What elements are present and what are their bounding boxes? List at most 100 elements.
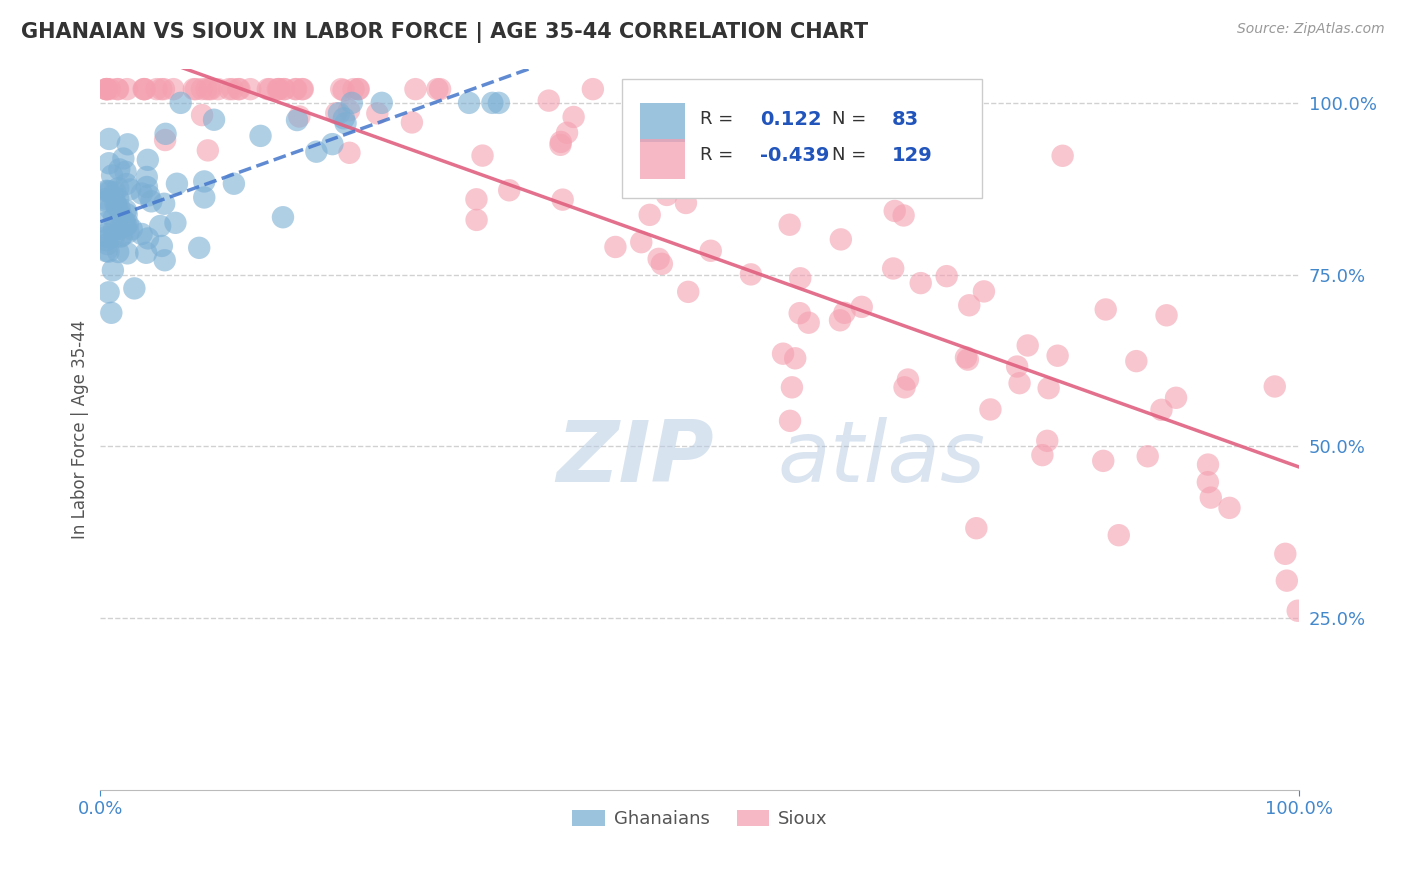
Point [273, 82, 295, 96]
Point [458, 95, 481, 110]
Point [973, 285, 995, 299]
Point [935, 269, 957, 284]
Point [184, 82, 207, 96]
Point [779, 414, 801, 428]
Point [131, 227, 153, 241]
Point [218, 82, 240, 96]
Point [631, 140, 654, 154]
Point [828, 313, 851, 327]
Point [162, 82, 184, 96]
Point [197, 144, 219, 158]
Point [772, 347, 794, 361]
Point [273, 82, 295, 96]
Point [339, 145, 361, 160]
Point [96, 82, 118, 96]
Point [101, 263, 124, 277]
Point [780, 380, 803, 394]
Point [153, 133, 176, 147]
Point [779, 218, 801, 232]
Point [188, 241, 211, 255]
Text: R =: R = [700, 110, 733, 128]
Point [785, 351, 807, 366]
Point [104, 195, 127, 210]
Point [96, 230, 118, 244]
Point [695, 159, 717, 173]
Point [1031, 448, 1053, 462]
Point [135, 245, 157, 260]
Point [120, 182, 142, 196]
Point [249, 128, 271, 143]
Point [634, 164, 657, 178]
Point [1197, 475, 1219, 490]
Point [1052, 149, 1074, 163]
Point [1038, 381, 1060, 395]
Point [465, 213, 488, 227]
Bar [640, 139, 685, 178]
FancyBboxPatch shape [621, 79, 981, 198]
Point [200, 82, 222, 96]
Point [115, 219, 138, 233]
Point [97, 285, 120, 300]
Point [1197, 458, 1219, 472]
Point [104, 185, 127, 199]
Point [1156, 308, 1178, 322]
Point [117, 137, 139, 152]
Point [207, 82, 229, 96]
Point [96, 184, 118, 198]
Point [103, 223, 125, 237]
Text: 83: 83 [891, 110, 918, 128]
Point [1046, 349, 1069, 363]
Point [797, 316, 820, 330]
Point [789, 306, 811, 320]
Point [228, 82, 250, 96]
Point [221, 82, 243, 96]
Point [136, 231, 159, 245]
Point [114, 165, 136, 179]
Point [191, 108, 214, 122]
Point [371, 95, 394, 110]
Point [550, 137, 572, 152]
Text: Source: ZipAtlas.com: Source: ZipAtlas.com [1237, 22, 1385, 37]
Point [96, 237, 118, 252]
Point [135, 180, 157, 194]
Point [150, 239, 173, 253]
Point [1274, 547, 1296, 561]
Point [605, 240, 627, 254]
Y-axis label: In Labor Force | Age 35-44: In Labor Force | Age 35-44 [72, 319, 89, 539]
Point [153, 82, 176, 96]
Point [100, 306, 122, 320]
Point [124, 281, 146, 295]
Point [183, 82, 205, 96]
Point [101, 169, 124, 183]
Point [647, 252, 669, 266]
Point [134, 82, 156, 96]
Point [291, 82, 314, 96]
Point [1218, 500, 1240, 515]
Point [98, 132, 121, 146]
Point [893, 209, 915, 223]
Point [481, 95, 503, 110]
Point [115, 207, 138, 221]
Point [1008, 376, 1031, 391]
Text: atlas: atlas [778, 417, 986, 500]
Point [834, 306, 856, 320]
Point [166, 177, 188, 191]
Point [114, 215, 136, 229]
Point [191, 82, 214, 96]
Point [330, 82, 353, 96]
Point [193, 190, 215, 204]
Point [1150, 402, 1173, 417]
Point [956, 352, 979, 367]
Point [112, 152, 135, 166]
Point [141, 194, 163, 209]
Point [1036, 434, 1059, 448]
Point [96, 194, 118, 208]
Point [910, 276, 932, 290]
Point [271, 211, 294, 225]
Point [96, 82, 118, 96]
Point [893, 380, 915, 394]
Point [676, 285, 699, 299]
Point [256, 82, 278, 96]
Point [105, 200, 128, 214]
Point [333, 112, 356, 126]
